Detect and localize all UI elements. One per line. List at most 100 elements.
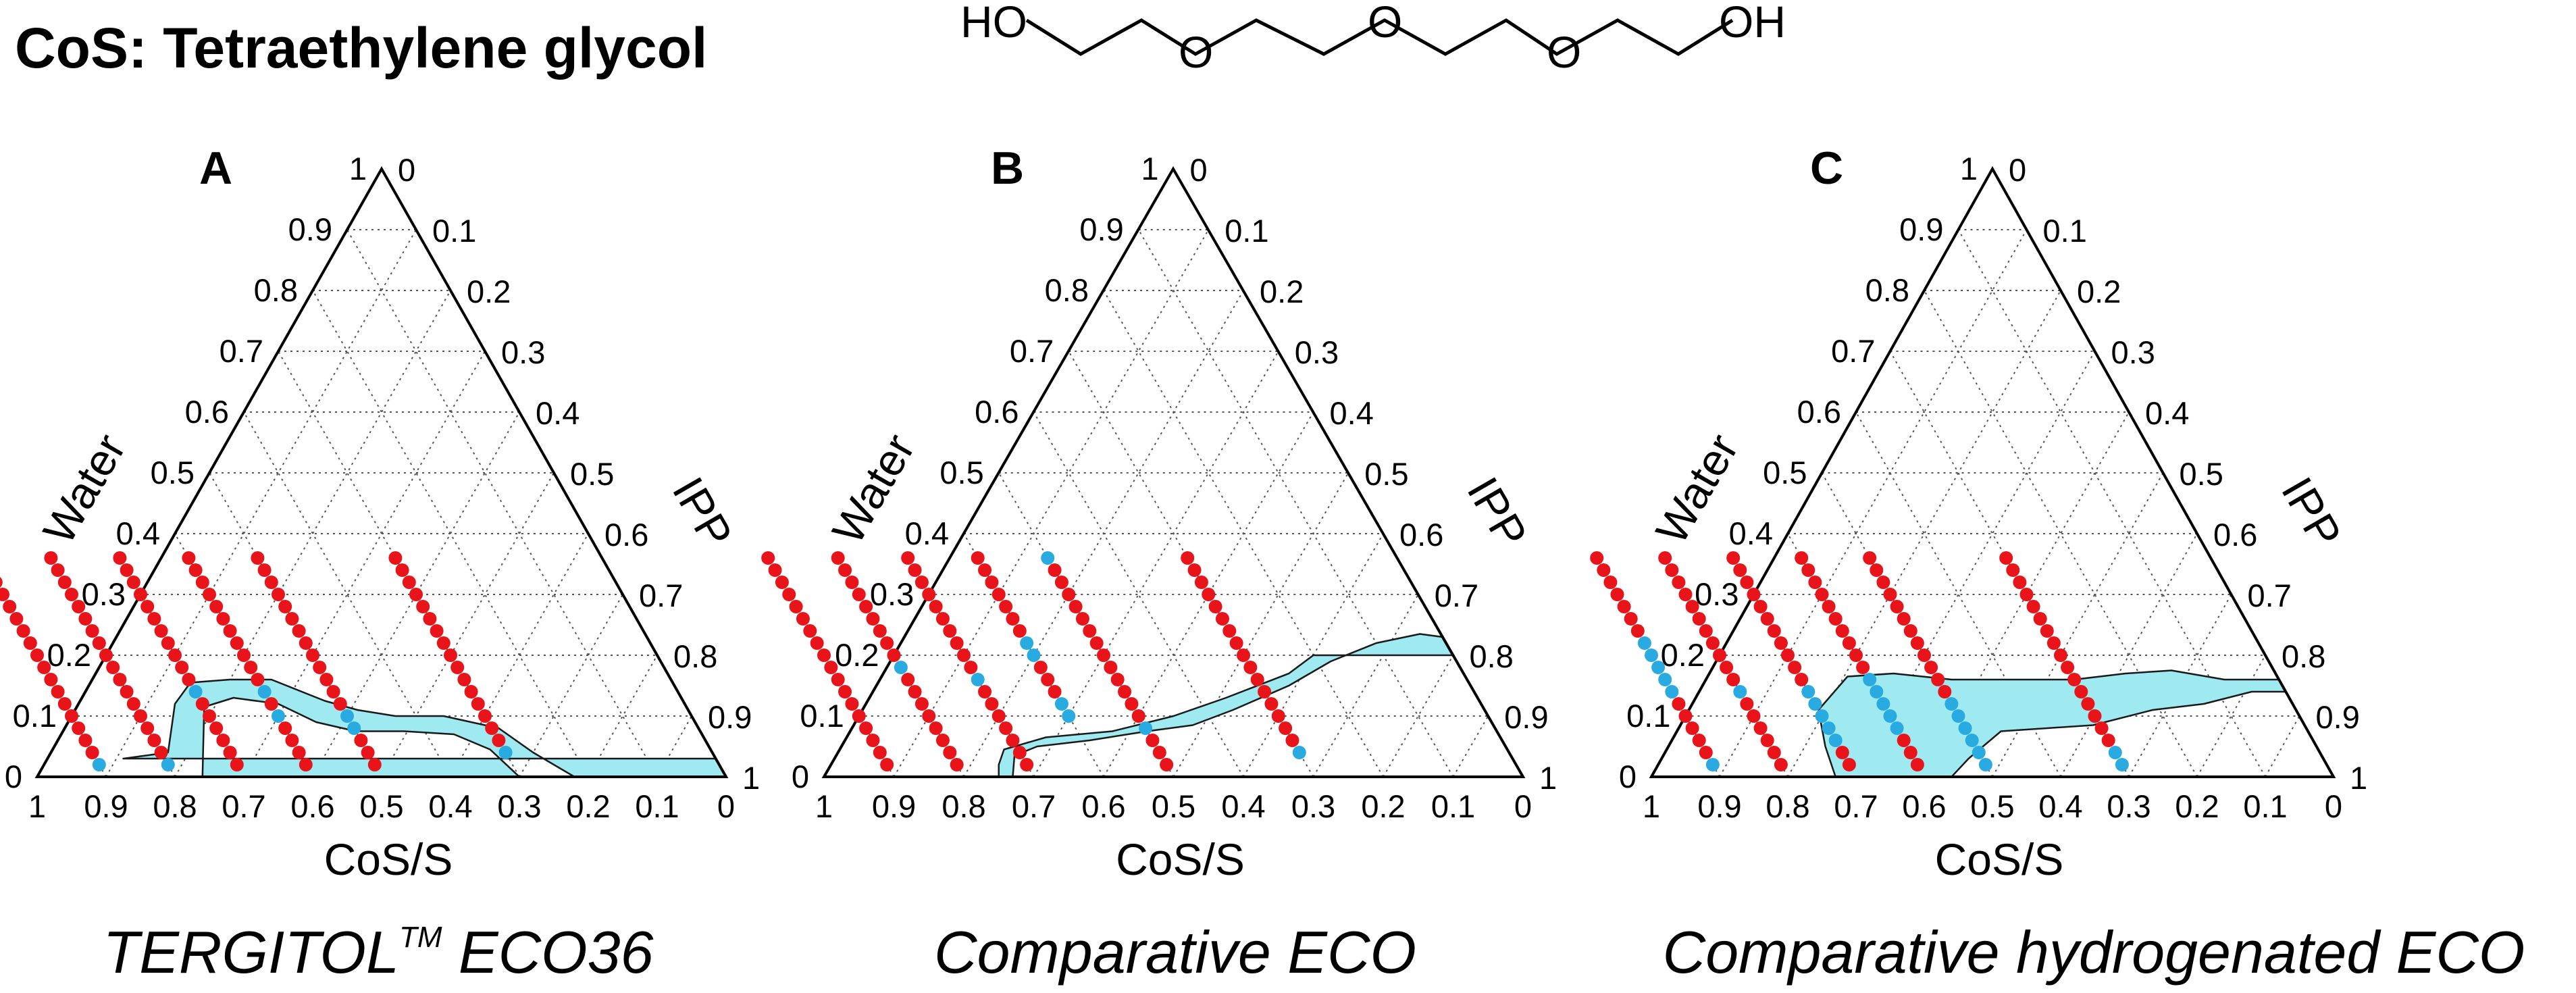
tick-label-ipp: 0 — [1190, 152, 1208, 188]
tick-label-ipp: 0.1 — [1225, 213, 1268, 249]
data-point-immiscible — [251, 551, 265, 565]
data-point-miscible — [1665, 685, 1679, 698]
data-point-immiscible — [1083, 624, 1097, 638]
data-point-immiscible — [1229, 636, 1243, 650]
data-point-miscible — [2115, 758, 2129, 771]
data-point-immiscible — [120, 563, 134, 577]
data-point-immiscible — [1041, 673, 1055, 686]
data-point-immiscible — [1740, 576, 1754, 589]
data-point-immiscible — [78, 612, 93, 626]
data-point-immiscible — [2081, 697, 2095, 711]
data-point-miscible — [1951, 709, 1965, 723]
data-point-immiscible — [901, 551, 915, 565]
data-point-miscible — [1944, 697, 1959, 711]
axis-label-cos-s: CoS/S — [1116, 834, 1245, 884]
data-point-immiscible — [1903, 746, 1917, 759]
data-point-miscible — [498, 746, 513, 759]
grid-line — [588, 655, 658, 778]
grid-line — [105, 229, 417, 778]
tick-label-ipp: 0.5 — [570, 456, 614, 492]
data-point-immiscible — [1760, 612, 1774, 626]
data-point-miscible — [1020, 636, 1034, 650]
data-point-miscible — [272, 709, 285, 723]
molecule-label-oh: OH — [1719, 0, 1786, 47]
data-point-immiscible — [313, 661, 327, 674]
tick-label-ipp: 0.8 — [2282, 638, 2325, 674]
tick-label-ipp: 1 — [742, 760, 760, 796]
tick-label-cos-s: 0.8 — [1766, 788, 1809, 824]
data-point-immiscible — [1720, 661, 1734, 674]
data-point-immiscible — [1020, 758, 1034, 771]
data-point-immiscible — [887, 648, 901, 662]
tick-label-water: 0.3 — [1695, 576, 1738, 612]
data-point-immiscible — [908, 563, 922, 577]
data-point-immiscible — [1883, 588, 1897, 601]
data-point-immiscible — [1938, 685, 1952, 698]
data-point-immiscible — [299, 758, 313, 771]
grid-line — [928, 594, 1035, 778]
data-point-miscible — [1876, 697, 1890, 711]
data-point-miscible — [2108, 746, 2122, 759]
data-point-immiscible — [126, 576, 140, 589]
panel-caption: TERGITOLTM ECO36 — [103, 919, 653, 986]
tick-label-water: 0.1 — [1626, 698, 1670, 734]
data-point-immiscible — [1617, 600, 1631, 613]
data-point-immiscible — [361, 746, 375, 759]
data-point-immiscible — [1054, 576, 1068, 589]
data-point-immiscible — [1903, 624, 1917, 638]
data-point-immiscible — [789, 600, 803, 613]
data-point-immiscible — [1104, 661, 1118, 674]
data-point-immiscible — [354, 734, 368, 747]
grid-line — [243, 351, 486, 778]
axis-label-cos-s: CoS/S — [324, 834, 453, 884]
data-point-immiscible — [2033, 612, 2047, 626]
data-point-immiscible — [1699, 624, 1713, 638]
data-point-immiscible — [2094, 721, 2109, 735]
data-point-immiscible — [1897, 612, 1911, 626]
data-point-immiscible — [1849, 648, 1863, 662]
data-point-immiscible — [72, 721, 86, 735]
grid-line — [1889, 351, 2130, 778]
data-point-immiscible — [1006, 734, 1020, 747]
data-point-immiscible — [985, 697, 999, 711]
data-point-immiscible — [244, 661, 258, 674]
data-point-immiscible — [1747, 588, 1761, 601]
data-point-immiscible — [1665, 563, 1679, 577]
data-point-immiscible — [810, 636, 824, 650]
tick-label-cos-s: 0.7 — [1834, 788, 1878, 824]
data-point-immiscible — [2013, 576, 2027, 589]
data-point-immiscible — [492, 734, 506, 747]
data-point-immiscible — [1125, 697, 1139, 711]
data-point-immiscible — [950, 636, 964, 650]
data-point-immiscible — [285, 734, 299, 747]
data-point-miscible — [257, 685, 272, 698]
data-point-miscible — [1822, 721, 1836, 735]
tick-label-water: 0.4 — [1729, 515, 1773, 551]
triangle-outline — [1649, 166, 2336, 778]
data-point-immiscible — [964, 661, 978, 674]
data-point-miscible — [1658, 673, 1672, 686]
data-point-immiscible — [1672, 576, 1686, 589]
data-point-immiscible — [9, 612, 24, 626]
data-point-immiscible — [929, 600, 943, 613]
data-point-immiscible — [457, 673, 471, 686]
data-point-immiscible — [182, 551, 196, 565]
data-point-miscible — [347, 721, 361, 735]
data-point-immiscible — [85, 746, 99, 759]
molecule-label-ho: HO — [960, 0, 1027, 47]
grid-line — [1383, 655, 1454, 778]
data-point-immiscible — [1678, 709, 1693, 723]
data-point-immiscible — [873, 624, 887, 638]
data-point-immiscible — [943, 624, 957, 638]
data-point-immiscible — [444, 648, 457, 662]
data-point-immiscible — [57, 697, 72, 711]
tick-label-water: 0.6 — [1797, 394, 1841, 430]
data-point-immiscible — [1795, 673, 1809, 686]
tick-label-ipp: 1 — [2350, 760, 2367, 796]
tick-label-water: 0.4 — [116, 515, 160, 551]
data-point-immiscible — [230, 758, 244, 771]
grid-line — [1312, 594, 1419, 778]
data-point-immiscible — [803, 624, 817, 638]
tick-label-cos-s: 0.9 — [1697, 788, 1741, 824]
data-point-immiscible — [237, 648, 251, 662]
